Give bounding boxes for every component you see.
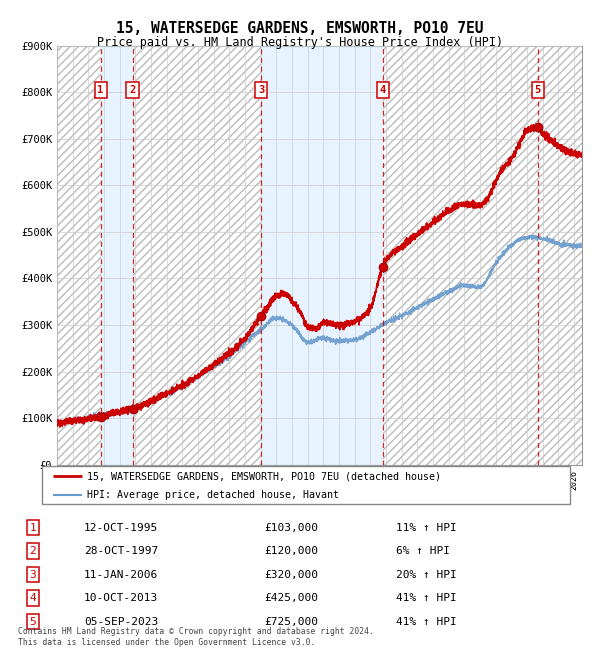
Bar xyxy=(383,46,538,465)
Text: £425,000: £425,000 xyxy=(264,593,318,603)
Text: 1: 1 xyxy=(97,85,104,96)
Text: 5: 5 xyxy=(535,85,541,96)
Text: 20% ↑ HPI: 20% ↑ HPI xyxy=(396,569,457,580)
Text: 12-OCT-1995: 12-OCT-1995 xyxy=(84,523,158,532)
Text: 4: 4 xyxy=(380,85,386,96)
Text: 11-JAN-2006: 11-JAN-2006 xyxy=(84,569,158,580)
Text: HPI: Average price, detached house, Havant: HPI: Average price, detached house, Hava… xyxy=(87,491,339,500)
Text: 15, WATERSEDGE GARDENS, EMSWORTH, PO10 7EU (detached house): 15, WATERSEDGE GARDENS, EMSWORTH, PO10 7… xyxy=(87,471,441,481)
Bar xyxy=(261,46,383,465)
Text: Price paid vs. HM Land Registry's House Price Index (HPI): Price paid vs. HM Land Registry's House … xyxy=(97,36,503,49)
Text: 3: 3 xyxy=(29,569,37,580)
Text: Contains HM Land Registry data © Crown copyright and database right 2024.
This d: Contains HM Land Registry data © Crown c… xyxy=(18,627,374,647)
Text: 28-OCT-1997: 28-OCT-1997 xyxy=(84,546,158,556)
Text: 4: 4 xyxy=(29,593,37,603)
Bar xyxy=(57,46,101,465)
Text: £103,000: £103,000 xyxy=(264,523,318,532)
Text: 41% ↑ HPI: 41% ↑ HPI xyxy=(396,617,457,627)
Text: 3: 3 xyxy=(258,85,265,96)
Bar xyxy=(538,46,582,465)
Text: 6% ↑ HPI: 6% ↑ HPI xyxy=(396,546,450,556)
Text: 2: 2 xyxy=(29,546,37,556)
Text: £320,000: £320,000 xyxy=(264,569,318,580)
Text: £120,000: £120,000 xyxy=(264,546,318,556)
Bar xyxy=(101,46,133,465)
Text: 1: 1 xyxy=(29,523,37,532)
Text: £725,000: £725,000 xyxy=(264,617,318,627)
Text: 5: 5 xyxy=(29,617,37,627)
Text: 41% ↑ HPI: 41% ↑ HPI xyxy=(396,593,457,603)
Bar xyxy=(133,46,261,465)
Text: 11% ↑ HPI: 11% ↑ HPI xyxy=(396,523,457,532)
Text: 15, WATERSEDGE GARDENS, EMSWORTH, PO10 7EU: 15, WATERSEDGE GARDENS, EMSWORTH, PO10 7… xyxy=(116,21,484,36)
Text: 05-SEP-2023: 05-SEP-2023 xyxy=(84,617,158,627)
Text: 2: 2 xyxy=(130,85,136,96)
Text: 10-OCT-2013: 10-OCT-2013 xyxy=(84,593,158,603)
